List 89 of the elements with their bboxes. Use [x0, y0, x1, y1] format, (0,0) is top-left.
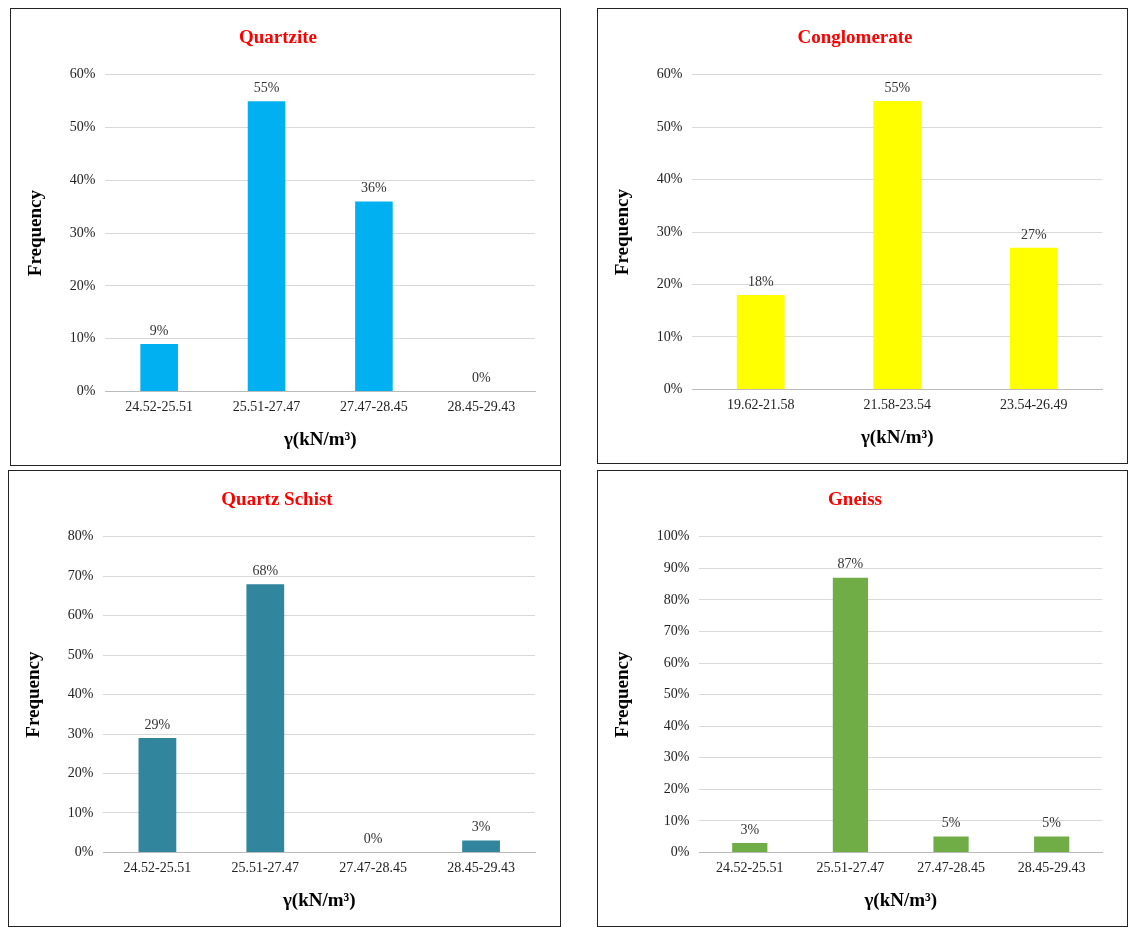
bar: [736, 295, 785, 389]
bar: [246, 584, 285, 852]
y-tick-label: 0%: [663, 381, 683, 397]
bar: [462, 840, 500, 852]
y-axis-title: Frequency: [611, 651, 633, 738]
y-tick-label: 40%: [69, 172, 96, 188]
y-axis-title: Frequency: [611, 188, 633, 276]
y-tick-label: 40%: [663, 717, 690, 733]
x-tick-label: 23.54-26.49: [999, 397, 1068, 413]
data-label: 55%: [884, 79, 911, 95]
y-tick-label: 20%: [656, 276, 683, 292]
y-tick-label: 30%: [67, 725, 94, 741]
y-tick-label: 40%: [67, 686, 94, 702]
x-tick-label: 25.51-27.47: [232, 399, 301, 415]
x-tick-label: 27.47-28.45: [917, 860, 985, 876]
chart-title: Gneiss: [828, 488, 882, 510]
data-label: 0%: [363, 831, 383, 847]
data-label: 5%: [1042, 815, 1062, 831]
y-tick-label: 40%: [656, 171, 683, 187]
y-tick-label: 80%: [663, 591, 690, 607]
y-tick-label: 60%: [656, 66, 683, 82]
bar: [138, 738, 177, 852]
y-tick-label: 50%: [663, 686, 690, 702]
x-tick-label: 24.52-25.51: [123, 860, 192, 876]
y-tick-label: 70%: [663, 623, 690, 639]
bar: [832, 577, 869, 852]
bar: [873, 101, 922, 389]
data-label: 29%: [144, 716, 171, 732]
y-tick-label: 30%: [656, 223, 683, 239]
chart-title: Conglomerate: [797, 26, 913, 48]
y-tick-label: 10%: [67, 804, 94, 820]
bar: [355, 201, 393, 391]
data-label: 3%: [740, 821, 760, 837]
bar: [933, 836, 969, 852]
y-tick-label: 0%: [76, 383, 96, 399]
y-tick-label: 50%: [69, 119, 96, 135]
y-tick-label: 20%: [67, 765, 94, 781]
x-tick-label: 28.45-29.43: [1017, 860, 1086, 876]
y-tick-label: 90%: [663, 560, 690, 576]
x-tick-label: 21.58-23.54: [863, 397, 932, 413]
y-tick-label: 60%: [663, 654, 690, 670]
data-label: 55%: [253, 79, 280, 95]
y-tick-label: 100%: [656, 528, 690, 544]
x-tick-label: 19.62-21.58: [726, 397, 795, 413]
bar: [247, 101, 286, 391]
x-tick-label: 28.45-29.43: [447, 399, 516, 415]
bar: [140, 343, 178, 391]
x-tick-label: 25.51-27.47: [816, 860, 885, 876]
data-label: 27%: [1020, 226, 1047, 242]
bar: [1034, 836, 1070, 852]
y-tick-label: 80%: [67, 528, 94, 544]
data-label: 0%: [471, 370, 491, 386]
data-label: 87%: [837, 556, 864, 572]
x-tick-label: 25.51-27.47: [231, 860, 300, 876]
data-label: 3%: [471, 819, 491, 835]
bar: [732, 842, 768, 852]
data-label: 9%: [149, 322, 169, 338]
bar: [1009, 247, 1058, 389]
x-tick-label: 27.47-28.45: [339, 860, 408, 876]
y-tick-label: 60%: [69, 66, 96, 82]
y-tick-label: 0%: [74, 844, 94, 860]
y-tick-label: 10%: [656, 328, 683, 344]
chart-title: Quartzite: [238, 26, 318, 48]
x-tick-label: 28.45-29.43: [447, 860, 515, 876]
y-tick-label: 20%: [663, 780, 690, 796]
x-axis-title: γ(kN/m³): [863, 888, 938, 911]
data-label: 5%: [941, 815, 961, 831]
y-tick-label: 50%: [67, 646, 94, 662]
chart-title: Quartz Schist: [221, 488, 334, 510]
y-tick-label: 60%: [67, 607, 94, 623]
y-tick-label: 30%: [663, 749, 690, 765]
y-tick-label: 50%: [656, 118, 683, 134]
data-label: 68%: [252, 562, 279, 578]
y-tick-label: 20%: [69, 277, 96, 293]
x-axis-title: γ(kN/m³): [282, 427, 357, 450]
y-tick-label: 70%: [67, 567, 94, 583]
data-label: 18%: [747, 273, 774, 289]
x-tick-label: 24.52-25.51: [125, 399, 193, 415]
x-tick-label: 24.52-25.51: [715, 860, 784, 876]
y-tick-label: 30%: [69, 224, 96, 240]
x-axis-title: γ(kN/m³): [859, 425, 934, 448]
y-tick-label: 10%: [69, 330, 96, 346]
y-axis-title: Frequency: [22, 651, 44, 738]
data-label: 36%: [361, 180, 388, 196]
x-axis-title: γ(kN/m³): [281, 888, 356, 911]
x-tick-label: 27.47-28.45: [340, 399, 408, 415]
y-tick-label: 10%: [663, 812, 690, 828]
y-tick-label: 0%: [670, 844, 690, 860]
y-axis-title: Frequency: [24, 189, 46, 277]
